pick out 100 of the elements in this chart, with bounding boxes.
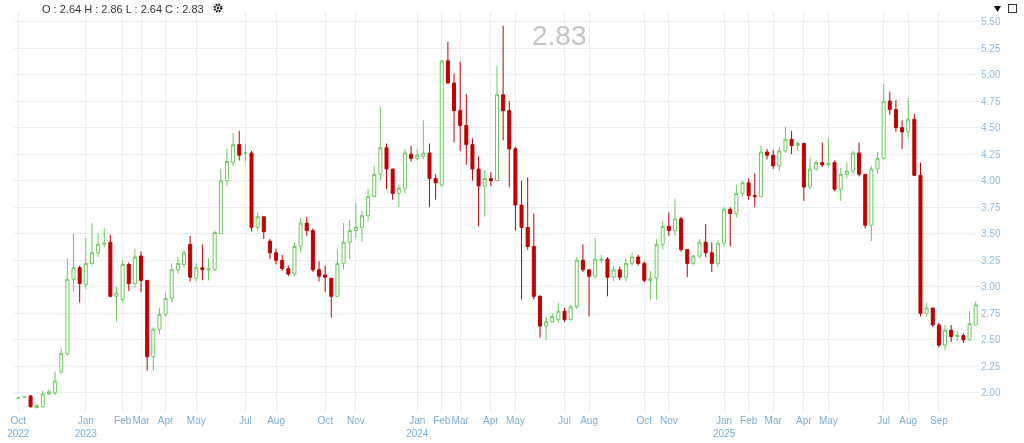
candlestick [943,324,948,351]
candlestick [580,243,585,273]
candlestick [844,162,849,180]
x-tick-label: Oct [636,415,653,426]
x-tick-label: Oct [317,415,334,426]
candlestick [949,324,954,343]
y-tick-label: 2.75 [981,307,1001,319]
x-tick-label: Jan 2024 [406,415,429,439]
candlestick [132,248,137,289]
candlestick [715,239,720,268]
candlestick [936,322,941,348]
candlestick [783,126,788,154]
candlestick [145,279,150,372]
x-tick-label: Aug [580,415,598,426]
candlestick [200,243,205,281]
candlestick [126,261,131,292]
candlestick [206,257,211,281]
candlestick [261,216,266,240]
y-tick-label: 3.25 [981,254,1001,266]
candlestick [685,249,690,278]
y-tick-label: 4.50 [981,122,1001,134]
x-tick-label: Apr [157,415,175,426]
candlestick [188,235,193,282]
candlestick [286,265,291,277]
candlestick [703,223,708,258]
candlestick [832,160,837,192]
y-tick-label: 5.25 [981,42,1001,54]
candlestick [175,256,180,275]
candlestick [255,212,260,232]
candlestick [218,168,223,235]
candlestick [918,162,923,317]
x-tick-label: Mar [132,415,151,426]
candlestick [808,156,812,190]
x-tick-label: Jul [238,415,252,426]
candlestick [237,130,242,162]
candlestick [660,220,665,251]
x-tick-label: Nov [659,415,678,426]
candlestick [623,257,628,282]
candlestick [887,91,892,116]
candlestick [366,188,371,222]
candlestick [642,260,647,284]
candlestick [672,198,677,237]
x-tick-label: Oct 2022 [7,415,30,439]
candlestick [850,150,855,175]
x-tick-label: May [505,415,525,426]
chart-title: 2.83 [532,20,587,51]
candlestick [317,260,322,282]
candlestick [243,143,248,163]
x-tick-label: May [818,415,838,426]
candlestick [77,265,82,304]
candlestick [274,248,279,265]
candlestick [59,347,64,375]
candlestick [955,330,960,342]
candlestick [777,146,782,172]
candlestick [415,148,420,162]
y-tick-label: 4.00 [981,175,1001,187]
candlestick [863,173,868,229]
candlestick [722,206,727,247]
y-tick-label: 4.75 [981,95,1001,107]
candlestick [630,252,635,267]
candlestick [224,148,229,187]
candlestick [961,332,966,344]
candlestick [151,326,156,372]
candlestick [758,145,763,198]
candlestick [893,99,898,133]
candlestick [409,145,414,163]
candlestick [599,254,604,264]
x-tick-label: Apr [796,415,813,426]
x-tick-label: Jul [558,415,571,426]
candlestick [501,25,506,141]
candlestick [267,238,272,260]
candlestick [464,93,469,166]
candlestick [709,241,714,273]
y-tick-label: 4.25 [981,148,1001,160]
x-tick-label: Jan 2023 [74,415,98,439]
candlestick [752,172,757,208]
x-tick-label: Feb [114,415,132,426]
candlestick [924,302,929,317]
candlestick [212,230,217,272]
candlestick [329,277,334,319]
x-tick-label: Mar [451,415,470,426]
candlestick [912,113,917,176]
y-tick-label: 5.50 [981,16,1001,28]
candlestick [372,165,377,198]
candlestick [182,249,186,269]
candlestick [482,169,487,218]
candlestick [280,254,285,272]
candlestick [531,213,536,300]
candlestick [421,119,426,160]
candlestick [906,97,911,139]
candlestick [359,209,364,243]
candlestick [801,141,806,202]
candlestick [789,130,794,155]
x-tick-label: Nov [346,415,365,426]
y-tick-label: 2.00 [981,387,1001,399]
candlestick [636,254,641,267]
candlestick [445,41,450,84]
candlestick [249,150,254,233]
candlestick [396,184,401,208]
x-tick-label: Aug [267,415,285,426]
